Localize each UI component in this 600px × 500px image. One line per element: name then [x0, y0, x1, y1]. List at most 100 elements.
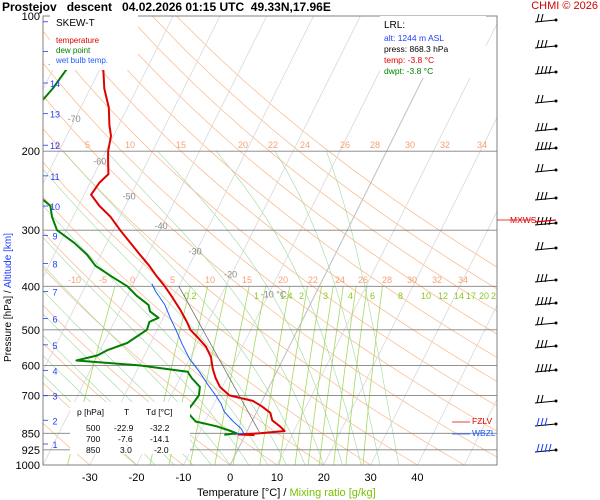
adiabat-label: 15 [176, 140, 186, 150]
wind-barb-dot [554, 448, 558, 452]
dry-adiabat-line [151, 16, 497, 290]
x-axis-label-sep: / [280, 487, 290, 499]
pressure-tick-label: 600 [22, 360, 40, 372]
wind-barb-dot [554, 422, 558, 426]
altitude-tick-label: 10 [50, 202, 60, 212]
table-cell: -7.6 [118, 434, 133, 444]
wind-barb-feather [536, 394, 540, 404]
adiabat-label: 0 [55, 140, 60, 150]
wind-barb-dot [554, 301, 558, 305]
wind-barb-dot [554, 321, 558, 325]
altitude-tick-label: 14 [50, 79, 60, 89]
parcel-line [178, 286, 261, 434]
wind-barb-feather [536, 13, 540, 23]
wind-column [503, 16, 598, 465]
adiabat-label: 34 [458, 275, 468, 285]
wind-barb-dot [554, 127, 558, 131]
lrl-box [380, 16, 486, 78]
summary-table [70, 402, 190, 454]
wind-barb-feather [536, 417, 540, 427]
adiabat-label: 26 [358, 275, 368, 285]
x-axis-label-mix: Mixing ratio [g/kg] [289, 487, 376, 499]
wind-barb-dot [554, 168, 558, 172]
wind-barb-staff [534, 169, 557, 173]
wind-barb-feather [540, 339, 544, 349]
isotherm-line [136, 16, 361, 465]
wind-barb-staff [534, 322, 557, 326]
wind-barb-feather [544, 141, 548, 151]
adiabat-label: 10 [125, 140, 135, 150]
dry-adiabat-line [43, 62, 497, 432]
altitude-tick-label: 3 [52, 392, 57, 402]
wind-barb-staff [534, 247, 557, 251]
table-header-t: T [124, 407, 130, 417]
x-tick-label: 40 [411, 472, 423, 484]
wind-barb-feather [536, 94, 540, 104]
x-tick-label: 20 [318, 472, 330, 484]
isotherm-label: -20 [224, 269, 237, 279]
chart-title: Prostejov descent 04.02.2026 01:15 UTC 4… [2, 0, 331, 14]
table-header-p: p [hPa] [77, 407, 104, 417]
x-axis-label: Temperature [°C] / Mixing ratio [g/kg] [197, 487, 376, 499]
pressure-tick-label: 700 [22, 390, 40, 402]
altitude-tick-label: 7 [52, 288, 57, 298]
pressure-tick-label: 100 [22, 11, 40, 23]
adiabat-label: 5 [85, 140, 90, 150]
y-axis-label-sep: / [3, 288, 14, 296]
wind-barb-feather [544, 191, 548, 201]
y-axis-label-alt: Altitude [km] [3, 233, 14, 289]
wind-barb-feather [544, 39, 548, 49]
mixing-ratio-label: 2 [299, 291, 304, 301]
table-cell: 500 [86, 423, 101, 433]
wind-barb-feather [540, 141, 544, 151]
altitude-tick-label: 11 [50, 172, 59, 182]
x-tick-label: 30 [365, 472, 377, 484]
pressure-tick-label: 1000 [16, 460, 40, 472]
isotherm-label: -50 [123, 191, 136, 201]
x-axis-label-temp: Temperature [°C] [197, 487, 281, 499]
wind-barb-feather [536, 443, 540, 453]
dry-adiabat-line [79, 16, 497, 358]
dry-adiabat-line [43, 30, 497, 407]
adiabat-label: 22 [308, 275, 318, 285]
wind-barb-feather [536, 296, 540, 306]
table-cell: 700 [86, 434, 101, 444]
altitude-tick-label: 2 [52, 416, 57, 426]
lrl-dwpt: dwpt: -3.8 °C [384, 66, 434, 76]
wind-barb-feather [536, 316, 540, 326]
adiabat-label: 24 [335, 275, 345, 285]
wind-barb-feather [540, 316, 544, 326]
mixing-ratio-label: 17 [466, 291, 476, 301]
legend-wetbulb: wet bulb temp. [56, 56, 109, 65]
isotherm-line [183, 16, 408, 465]
wind-barb-feather [540, 65, 544, 75]
wind-barb-feather [540, 94, 544, 104]
adiabat-label: 24 [300, 140, 310, 150]
wind-barb-feather [540, 443, 544, 453]
isotherm-label: -40 [155, 221, 168, 231]
x-tick-label: 0 [227, 472, 233, 484]
series-line-temperature [90, 16, 286, 437]
isotherm-line [43, 16, 221, 372]
y-axis-label-press: Pressure [hPa] [3, 295, 14, 362]
table-cell: -32.2 [150, 423, 170, 433]
pressure-tick-label: 925 [22, 445, 40, 457]
dry-adiabat-line [127, 16, 497, 312]
wind-barb-feather [540, 241, 544, 251]
isotherm-line [89, 16, 314, 465]
axis-layer: 1002003004005006007008509251000123456789… [16, 11, 498, 484]
pressure-tick-label: 200 [22, 146, 40, 158]
adiabat-label: 5 [170, 275, 175, 285]
y-axis-label: Pressure [hPa] / Altitude [km] [3, 233, 14, 362]
wind-barbs-layer [452, 13, 598, 465]
wind-barb-feather [544, 363, 548, 373]
adiabat-label: 34 [477, 140, 487, 150]
mixing-ratio-label: 20 [479, 291, 489, 301]
wind-barb-feather [540, 163, 544, 173]
wind-barb-feather [544, 65, 548, 75]
dry-adiabat-line [103, 16, 497, 335]
wind-barb-feather [540, 417, 544, 427]
isotherm-line [43, 16, 268, 465]
legend-dewpoint: dew point [56, 46, 91, 55]
